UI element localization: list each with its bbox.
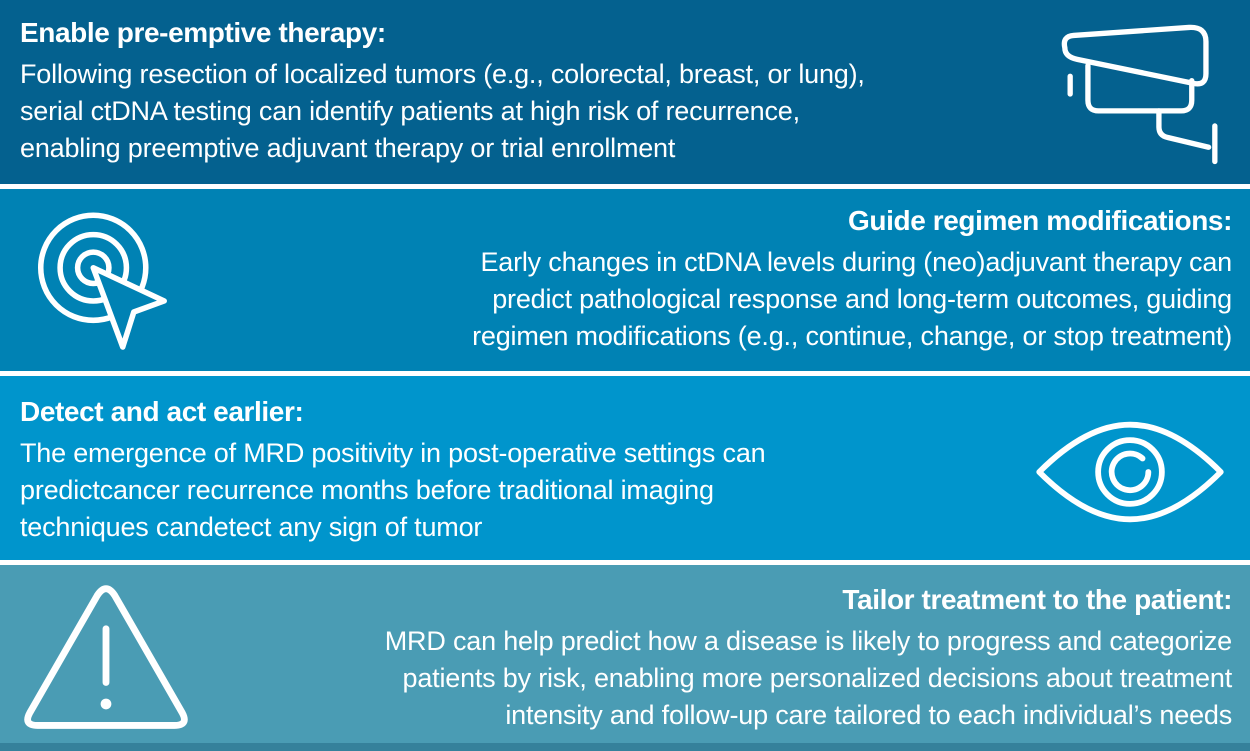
band-4-body-line: intensity and follow-up care tailored to…	[505, 700, 1232, 730]
band-2-body-line: regimen modifications (e.g., continue, c…	[472, 321, 1232, 351]
band-1-body-line: serial ctDNA testing can identify patien…	[20, 96, 800, 126]
band-1-body-line: enabling preemptive adjuvant therapy or …	[20, 133, 676, 163]
band-3-text: Detect and act earlier: The emergence of…	[20, 392, 766, 546]
band-3-title: Detect and act earlier:	[20, 396, 304, 427]
band-detect-and-act-earlier: Detect and act earlier: The emergence of…	[0, 376, 1250, 560]
band-3-body-line: techniques candetect any sign of tumor	[20, 512, 483, 542]
white-divider	[0, 184, 1250, 189]
band-2-body-line: Early changes in ctDNA levels during (ne…	[480, 247, 1232, 277]
band-3-body-line: predictcancer recurrence months before t…	[20, 475, 714, 505]
band-tailor-treatment-to-patient: Tailor treatment to the patient: MRD can…	[0, 565, 1250, 743]
cctv-camera-icon	[1045, 23, 1240, 165]
band-1-body-line: Following resection of localized tumors …	[20, 59, 865, 89]
band-4-text: Tailor treatment to the patient: MRD can…	[384, 580, 1233, 734]
band-guide-regimen-modifications: Guide regimen modifications: Early chang…	[0, 189, 1250, 371]
band-3-body-line: The emergence of MRD positivity in post-…	[20, 438, 766, 468]
band-2-text: Guide regimen modifications: Early chang…	[472, 201, 1232, 355]
band-4-body-line: MRD can help predict how a disease is li…	[384, 626, 1232, 656]
band-2-title: Guide regimen modifications:	[848, 205, 1232, 236]
band-2-body-line: predict pathological response and long-t…	[492, 284, 1232, 314]
target-cursor-icon	[30, 207, 186, 359]
band-enable-preemptive-therapy: Enable pre-emptive therapy: Following re…	[0, 0, 1250, 184]
eye-icon	[1028, 416, 1232, 528]
band-1-text: Enable pre-emptive therapy: Following re…	[20, 13, 865, 167]
footer-strip	[0, 743, 1250, 751]
white-divider	[0, 371, 1250, 376]
band-4-title: Tailor treatment to the patient:	[842, 584, 1232, 615]
band-1-title: Enable pre-emptive therapy:	[20, 17, 386, 48]
warning-triangle-icon	[22, 582, 190, 738]
band-4-body-line: patients by risk, enabling more personal…	[402, 663, 1233, 693]
white-divider	[0, 560, 1250, 565]
